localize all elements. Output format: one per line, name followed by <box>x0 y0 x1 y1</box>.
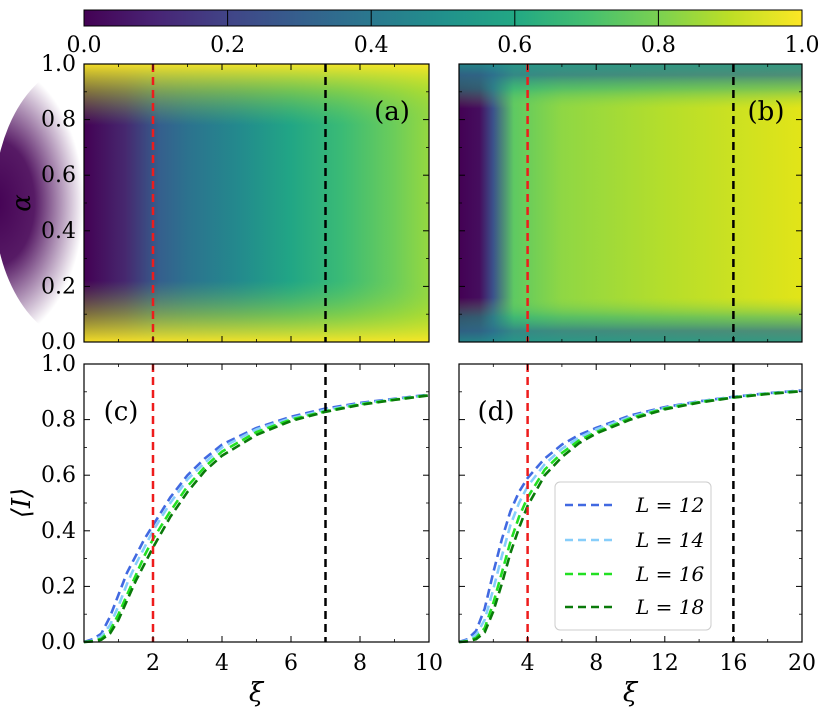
panel-d: 4 8 12 16 20 (d) ξ L = 12 L = 14 L = 16 L = … <box>458 363 816 708</box>
panel-a: 0.0 0.2 0.4 0.6 0.8 1.0 (a) α <box>0 52 430 355</box>
series-line-L14 <box>458 389 803 644</box>
ytick-label: 1.0 <box>41 52 76 77</box>
axes-frame-c <box>83 363 430 643</box>
panel-label-b: (b) <box>748 97 785 127</box>
xtick-label: 10 <box>415 651 443 676</box>
heatmap-b-edge-band <box>459 64 802 342</box>
legend-entry: L = 14 <box>565 528 704 552</box>
xlabel-d: ξ <box>623 678 639 708</box>
ytick-label: 0.6 <box>41 163 76 188</box>
panel-label-d: (d) <box>478 397 515 427</box>
axes-frame-b <box>458 63 803 343</box>
legend-box <box>554 481 712 631</box>
colorbar-tick-label: 0.0 <box>67 33 102 58</box>
xtick-label: 20 <box>788 651 816 676</box>
xtick-label: 4 <box>521 651 535 676</box>
ytick-label: 0.8 <box>41 408 76 433</box>
legend-label-l14: L = 14 <box>635 528 704 552</box>
xtick-label: 16 <box>719 651 747 676</box>
colorbar-tick-label: 0.8 <box>641 33 676 58</box>
ytick-label: 0.4 <box>41 519 76 544</box>
legend-label-l16: L = 16 <box>635 562 704 586</box>
legend: L = 12 L = 14 L = 16 L = 18 <box>554 481 712 631</box>
xlabel-c: ξ <box>249 678 265 708</box>
panel-c: 0.0 0.2 0.4 0.6 0.8 1.0 2 4 6 8 10 (c) ⟨I⟩ ξ <box>7 352 443 708</box>
ytick-label: 0.2 <box>41 574 76 599</box>
ytick-label: 0.2 <box>41 274 76 299</box>
colorbar-gradient <box>83 9 803 27</box>
legend-entry: L = 16 <box>565 562 704 586</box>
colorbar: 0.0 0.2 0.4 0.6 0.8 1.0 <box>67 9 820 58</box>
legend-entry: L = 18 <box>565 595 704 619</box>
ytick-label: 0.0 <box>41 630 76 655</box>
ytick-label: 1.0 <box>41 352 76 377</box>
legend-label-l18: L = 18 <box>635 595 704 619</box>
series-line-L18 <box>458 389 803 644</box>
ytick-label: 0.8 <box>41 108 76 133</box>
colorbar-ticks: 0.0 0.2 0.4 0.6 0.8 1.0 <box>67 10 820 58</box>
colorbar-tick-label: 0.6 <box>497 33 532 58</box>
series-line-L12 <box>458 389 803 644</box>
ytick-label: 0.6 <box>41 463 76 488</box>
series-line-L18 <box>83 394 430 644</box>
axes-frame-a <box>83 63 430 343</box>
ylabel-c: ⟨I⟩ <box>7 488 37 519</box>
colorbar-tick-label: 1.0 <box>785 33 820 58</box>
ytick-label: 0.0 <box>41 330 76 355</box>
xtick-label: 12 <box>651 651 679 676</box>
xtick-label: 2 <box>146 651 160 676</box>
colorbar-tick-label: 0.4 <box>354 33 389 58</box>
xtick-label: 8 <box>589 651 603 676</box>
panel-label-c: (c) <box>104 397 139 427</box>
xtick-label: 4 <box>215 651 229 676</box>
legend-entry: L = 12 <box>565 493 704 517</box>
xtick-label: 6 <box>284 651 298 676</box>
axes-frame-d <box>458 363 803 643</box>
colorbar-tick-label: 0.2 <box>210 33 245 58</box>
series-line-L16 <box>83 393 430 644</box>
ylabel-a: α <box>7 194 37 212</box>
legend-label-l12: L = 12 <box>635 493 704 517</box>
panel-label-a: (a) <box>374 97 410 127</box>
xtick-label: 8 <box>353 651 367 676</box>
panel-b: (b) <box>458 63 803 343</box>
ytick-label: 0.4 <box>41 219 76 244</box>
